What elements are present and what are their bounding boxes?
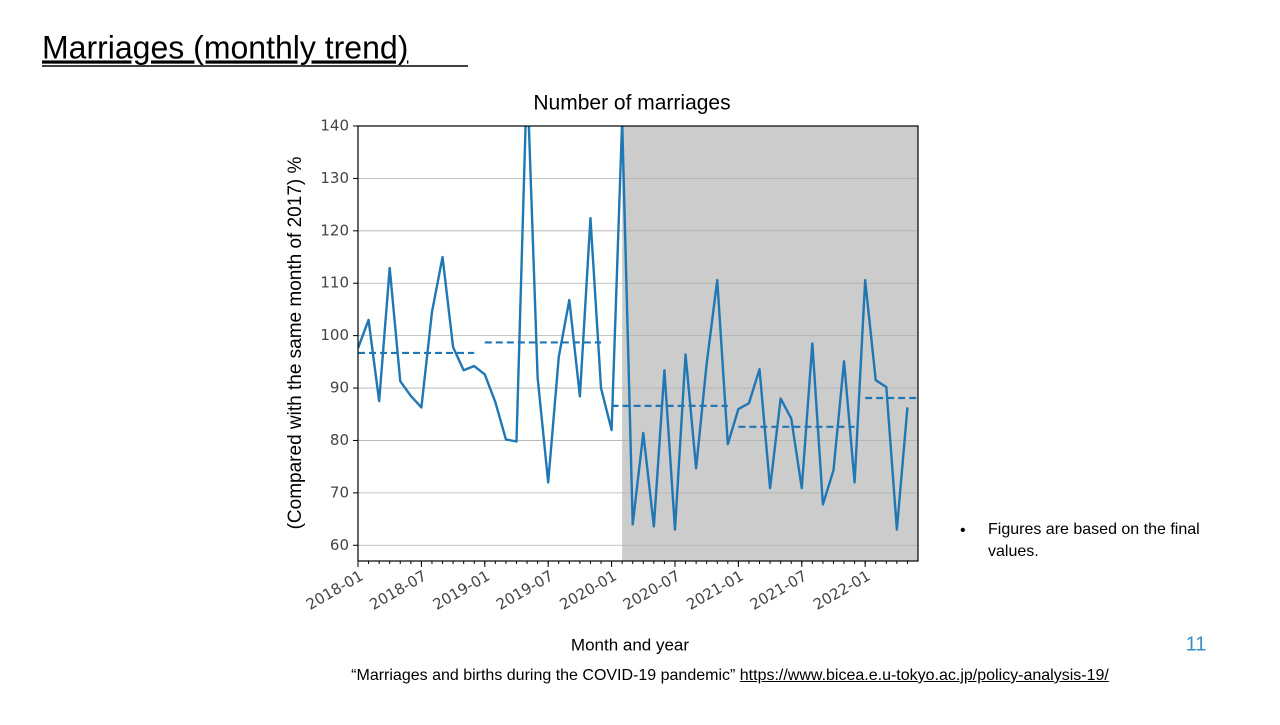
source-link[interactable]: https://www.bicea.e.u-tokyo.ac.jp/policy… — [739, 667, 1109, 684]
bullet: • — [960, 522, 966, 539]
note: Figures are based on the final values. — [988, 521, 1200, 560]
y-axis-label: (Compared with the same month of 2017) % — [285, 157, 306, 530]
x-tick-label: 2021-01 — [683, 567, 746, 614]
shaded-region — [622, 126, 918, 561]
chart-title: Number of marriages — [533, 92, 730, 115]
y-tick-label: 110 — [320, 274, 349, 292]
x-tick-label: 2021-07 — [747, 567, 810, 614]
y-tick-label: 100 — [320, 326, 349, 344]
x-tick-label: 2020-01 — [557, 567, 620, 614]
slide-title: Marriages (monthly trend) — [42, 29, 408, 65]
y-tick-label: 60 — [330, 536, 349, 554]
y-tick-label: 120 — [320, 221, 349, 239]
plot-clip — [358, 126, 918, 531]
x-tick-label: 2019-01 — [430, 567, 493, 614]
source: “Marriages and births during the COVID-1… — [200, 667, 1260, 685]
x-tick-label: 2022-01 — [810, 567, 873, 614]
page-number: 11 — [1186, 633, 1207, 655]
x-tick-label: 2020-07 — [620, 567, 683, 614]
x-tick-label: 2018-01 — [303, 567, 366, 614]
x-axis-label: Month and year — [571, 635, 689, 654]
x-tick-label: 2018-07 — [366, 567, 429, 614]
y-tick-label: 130 — [320, 169, 349, 187]
line-series — [358, 126, 909, 531]
y-tick-label: 140 — [320, 117, 349, 135]
plot-frame — [357, 125, 919, 562]
y-tick-label: 70 — [330, 483, 349, 501]
x-tick-label: 2019-07 — [493, 567, 556, 614]
note-box: Figures are based on the final values. — [988, 521, 1200, 560]
y-tick-label: 90 — [330, 379, 349, 397]
source-box: “Marriages and births during the COVID-1… — [200, 667, 1260, 685]
source-text: “Marriages and births during the COVID-1… — [351, 667, 736, 684]
y-tick-label: 80 — [330, 431, 349, 449]
